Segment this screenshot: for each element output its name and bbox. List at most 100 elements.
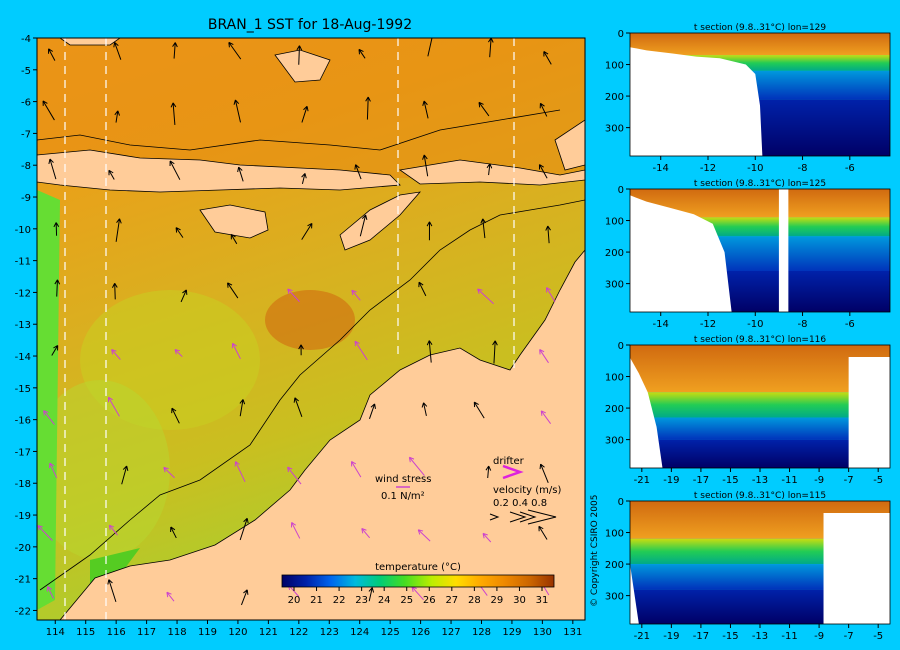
current-vector [354, 340, 368, 361]
sst-map [37, 38, 585, 620]
wind-stress-vector [51, 345, 59, 356]
copyright: © Copyright CSIRO 2005 [590, 495, 600, 607]
map-y-tick-label: -22 [15, 606, 31, 617]
wind-stress-vector [301, 222, 313, 240]
map-y-tick-label: -6 [21, 98, 31, 109]
section-x-tick-label: -13 [752, 475, 768, 486]
map-x-tick-label: 131 [563, 627, 582, 638]
map-x-tick-label: 115 [76, 627, 95, 638]
wind-stress-vector [543, 51, 552, 65]
current-vector [287, 466, 302, 485]
current-vector [37, 525, 53, 541]
wind-stress-vector [358, 48, 366, 59]
map-x-tick-label: 129 [502, 627, 521, 638]
map-frame [36, 37, 586, 621]
wind-stress-vector [230, 233, 238, 245]
wind-stress-vector [368, 587, 375, 602]
wind-stress-vector [175, 227, 184, 238]
section-title: t section (9.8..31°C) lon=115 [694, 491, 826, 501]
section-y-tick-label: 100 [605, 529, 624, 540]
current-vector [46, 586, 54, 599]
current-vector [43, 410, 55, 425]
wind-stress-vector [48, 48, 56, 61]
land-australia [59, 249, 585, 620]
section-x-tick-label: -8 [798, 163, 808, 174]
wind-stress-vector [492, 340, 498, 364]
map-y-tick-label: -4 [21, 34, 31, 45]
current-vector [111, 349, 121, 360]
wind-stress-vector [473, 401, 485, 419]
wind-stress-vector [54, 279, 61, 297]
current-vector [108, 524, 118, 536]
section-y-tick-label: 0 [618, 341, 624, 352]
wind-stress-vector [301, 173, 307, 184]
wind-stress-vector [296, 45, 303, 65]
section-y-tick-label: 0 [618, 29, 624, 40]
wind-stress-vector [239, 399, 246, 417]
velocity-arrow-medium [509, 511, 537, 523]
section-x-tick-label: -5 [873, 631, 883, 642]
wind-stress-vector [172, 42, 178, 59]
section-y-tick-label: 300 [605, 124, 624, 135]
current-vector [482, 532, 492, 543]
section-layer [630, 33, 890, 56]
colorbar-tick-label: 28 [468, 595, 481, 606]
map-y-tick-label: -9 [21, 193, 31, 204]
colorbar-ticks: 20 21 22 23 24 25 26 27 28 29 30 31 [288, 587, 549, 606]
map-y-tick-label: -15 [15, 384, 31, 395]
section-x-tick-label: -11 [781, 475, 797, 486]
wind-stress-vector [478, 101, 490, 117]
wind-stress-vector [107, 579, 117, 603]
map-y-axis: -4 -5 -6 -7 -8 -9 -10 -11 -12 -13 -14 -15 -16 -17 -18 -… [15, 34, 37, 617]
colorbar-tick-label: 29 [491, 595, 504, 606]
section-seafloor [630, 195, 732, 312]
section-panel-4: t section (9.8..31°C) lon=115 -21 -19 -17 -1… [605, 491, 891, 642]
map-x-tick-label: 126 [411, 627, 430, 638]
current-vector [350, 461, 362, 478]
section-x-tick-label: -15 [722, 631, 738, 642]
section-y-tick-label: 300 [605, 592, 624, 603]
wind-stress-vector [112, 282, 118, 300]
wind-stress-vector [169, 160, 181, 180]
map-x-tick-label: 122 [289, 627, 308, 638]
wind-stress-vector [171, 407, 180, 424]
colorbar-tick-label: 21 [310, 595, 323, 606]
section-frame [629, 32, 891, 157]
colorbar-tick-label: 31 [536, 595, 549, 606]
wind-stress-vector [170, 526, 177, 539]
current-vector [477, 288, 494, 305]
map-x-tick-label: 128 [472, 627, 491, 638]
wind-stress-vector [427, 38, 435, 57]
section-lines [64, 38, 515, 620]
section-panels: t section (9.8..31°C) lon=129 -14 -12 -10 -8… [605, 23, 891, 642]
wind-stress-vector [365, 96, 371, 120]
map-y-tick-label: -8 [21, 161, 31, 172]
map-y-tick-label: -5 [21, 66, 31, 77]
section-y-tick-label: 300 [605, 436, 624, 447]
wind-stress-label: wind stress [375, 474, 431, 485]
colorbar-title: temperature (°C) [375, 562, 461, 573]
current-vector [234, 461, 246, 482]
current-vector [166, 591, 175, 602]
map-x-tick-label: 119 [198, 627, 217, 638]
section-body [630, 33, 890, 156]
wind-stress-vector [48, 158, 57, 180]
wind-stress-vector [113, 41, 122, 60]
wind-stress-vector [545, 225, 551, 244]
section-gap [778, 189, 789, 312]
current-vector [539, 348, 549, 364]
section-seafloor [630, 47, 763, 156]
wind-stress-vector [426, 340, 433, 363]
wind-stress-vector [538, 164, 548, 179]
section-panel-2: t section (9.8..31°C) lon=125 -14 -12 -10 -8… [605, 179, 891, 330]
section-seafloor [630, 564, 639, 624]
wind-stress-vector [180, 289, 188, 303]
wind-stress-vector [359, 214, 368, 237]
section-y-tick-label: 200 [605, 248, 624, 259]
wind-stress-vector [115, 218, 122, 242]
wind-stress-vector [422, 154, 429, 177]
map-x-tick-label: 130 [533, 627, 552, 638]
wind-stress-vector [418, 281, 427, 297]
colorbar [281, 574, 555, 588]
